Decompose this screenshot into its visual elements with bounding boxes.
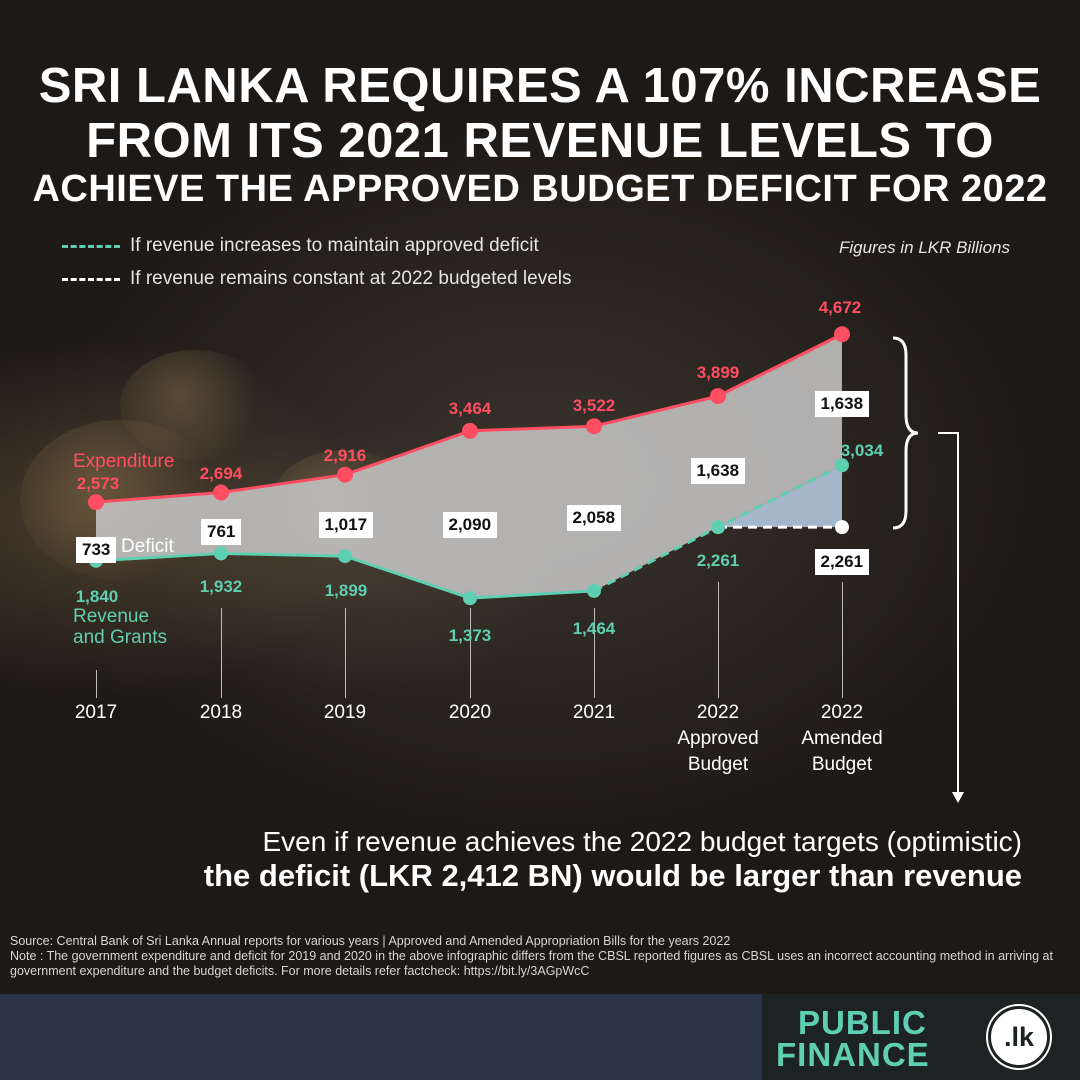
expenditure-value-label: 2,694 bbox=[199, 464, 243, 483]
revenue-series-label: Revenue and Grants bbox=[73, 606, 167, 648]
x-axis-label-line: Amended bbox=[801, 728, 883, 749]
source-text: Source: Central Bank of Sri Lanka Annual… bbox=[10, 934, 731, 948]
constant-revenue-value-box: 2,261 bbox=[814, 549, 870, 575]
revenue-point bbox=[835, 458, 849, 473]
expenditure-point bbox=[834, 326, 850, 343]
revenue-series-label-line: and Grants bbox=[73, 627, 167, 648]
deficit-series-label: Deficit bbox=[121, 536, 174, 557]
revenue-value-label: 1,899 bbox=[324, 581, 368, 600]
expenditure-point bbox=[88, 494, 104, 511]
arrow-down-icon bbox=[952, 792, 964, 803]
x-axis-label-line: 2021 bbox=[572, 702, 616, 723]
revenue-point bbox=[711, 520, 725, 535]
x-tick bbox=[594, 608, 595, 698]
deficit-value-box: 1,017 bbox=[318, 512, 374, 538]
x-axis-label-line: 2019 bbox=[323, 702, 367, 723]
x-axis-label-line: 2020 bbox=[448, 702, 492, 723]
revenue-value-label: 3,034 bbox=[840, 441, 884, 460]
expenditure-value-label: 2,573 bbox=[76, 474, 120, 493]
deficit-value-box: 2,090 bbox=[442, 512, 498, 538]
revenue-series-label-line: Revenue bbox=[73, 606, 150, 627]
brace-icon bbox=[892, 336, 919, 530]
logo-word-public: PUBLIC bbox=[798, 1004, 927, 1041]
revenue-constant-point bbox=[835, 520, 849, 535]
revenue-value-label: 1,464 bbox=[572, 619, 616, 638]
x-axis-label-line: Budget bbox=[811, 754, 873, 775]
revenue-point bbox=[587, 583, 601, 598]
expenditure-point bbox=[462, 422, 478, 439]
legend-item-constant: If revenue remains constant at 2022 budg… bbox=[62, 268, 572, 290]
x-axis-label-line: Budget bbox=[687, 754, 749, 775]
arrow-line bbox=[938, 432, 959, 798]
conclusion-line-1: Even if revenue achieves the 2022 budget… bbox=[262, 826, 1022, 857]
revenue-value-label: 1,840 bbox=[75, 587, 119, 606]
expenditure-value-label: 4,672 bbox=[818, 298, 862, 317]
x-tick bbox=[221, 608, 222, 698]
x-tick bbox=[345, 608, 346, 698]
x-axis-label: 2022 Approved Budget bbox=[648, 700, 788, 778]
x-tick bbox=[96, 670, 97, 698]
revenue-point bbox=[338, 549, 352, 564]
expenditure-point bbox=[337, 466, 353, 483]
revenue-value-label: 1,932 bbox=[199, 577, 243, 596]
x-axis-label-line: 2017 bbox=[74, 702, 118, 723]
revenue-value-label: 2,261 bbox=[696, 551, 740, 570]
note-text: Note : The government expenditure and de… bbox=[10, 949, 1053, 978]
title-line-1: SRI LANKA REQUIRES A 107% INCREASE bbox=[38, 59, 1042, 113]
legend-label-constant: If revenue remains constant at 2022 budg… bbox=[130, 268, 572, 289]
x-axis-label-line: 2022 bbox=[696, 702, 740, 723]
source-notes: Source: Central Bank of Sri Lanka Annual… bbox=[10, 934, 1070, 979]
x-axis-label: 2019 bbox=[275, 700, 415, 726]
expenditure-point bbox=[213, 484, 229, 501]
legend-item-increase: If revenue increases to maintain approve… bbox=[62, 235, 539, 257]
public-finance-logo: PUBLIC FINANCE .lk bbox=[762, 994, 1080, 1080]
title-line-2: FROM ITS 2021 REVENUE LEVELS TO bbox=[86, 114, 994, 168]
deficit-value-box: 1,638 bbox=[814, 391, 870, 417]
x-tick bbox=[470, 608, 471, 698]
logo-word-finance: FINANCE bbox=[776, 1036, 930, 1073]
deficit-value-box: 1,638 bbox=[690, 458, 746, 484]
x-tick bbox=[842, 582, 843, 698]
expenditure-series-label: Expenditure bbox=[73, 451, 175, 472]
teal-dashed-line-swatch bbox=[62, 244, 120, 248]
x-axis-label-line: Approved bbox=[677, 728, 759, 749]
legend-label-increase: If revenue increases to maintain approve… bbox=[130, 235, 539, 256]
conclusion-line-2: the deficit (LKR 2,412 BN) would be larg… bbox=[203, 858, 1022, 893]
deficit-value-box: 733 bbox=[76, 537, 117, 563]
deficit-value-box: 761 bbox=[201, 519, 242, 545]
x-axis-label: 2020 bbox=[400, 700, 540, 726]
expenditure-point bbox=[710, 388, 726, 405]
units-note: Figures in LKR Billions bbox=[838, 238, 1010, 257]
title-line-3: ACHIEVE THE APPROVED BUDGET DEFICIT FOR … bbox=[32, 168, 1048, 210]
white-dashed-line-swatch bbox=[62, 277, 120, 281]
deficit-area bbox=[96, 334, 842, 599]
revenue-value-label: 1,373 bbox=[448, 626, 492, 645]
expenditure-point bbox=[586, 418, 602, 435]
revenue-point bbox=[463, 591, 477, 606]
expenditure-value-label: 3,522 bbox=[572, 396, 616, 415]
revenue-gap-area bbox=[718, 465, 842, 528]
x-axis-label: 2017 bbox=[26, 700, 166, 726]
expenditure-value-label: 3,899 bbox=[696, 363, 740, 382]
x-tick bbox=[718, 582, 719, 698]
expenditure-value-label: 2,916 bbox=[323, 446, 367, 465]
expenditure-value-label: 3,464 bbox=[448, 399, 492, 418]
deficit-value-box: 2,058 bbox=[566, 505, 622, 531]
x-axis-label-line: 2022 bbox=[820, 702, 864, 723]
x-axis-label: 2021 bbox=[524, 700, 664, 726]
revenue-point bbox=[214, 546, 228, 561]
x-axis-label: 2018 bbox=[151, 700, 291, 726]
x-axis-label: 2022 Amended Budget bbox=[772, 700, 912, 778]
background-coins bbox=[120, 350, 270, 460]
x-axis-label-line: 2018 bbox=[199, 702, 243, 723]
logo-badge: .lk bbox=[988, 1006, 1050, 1068]
